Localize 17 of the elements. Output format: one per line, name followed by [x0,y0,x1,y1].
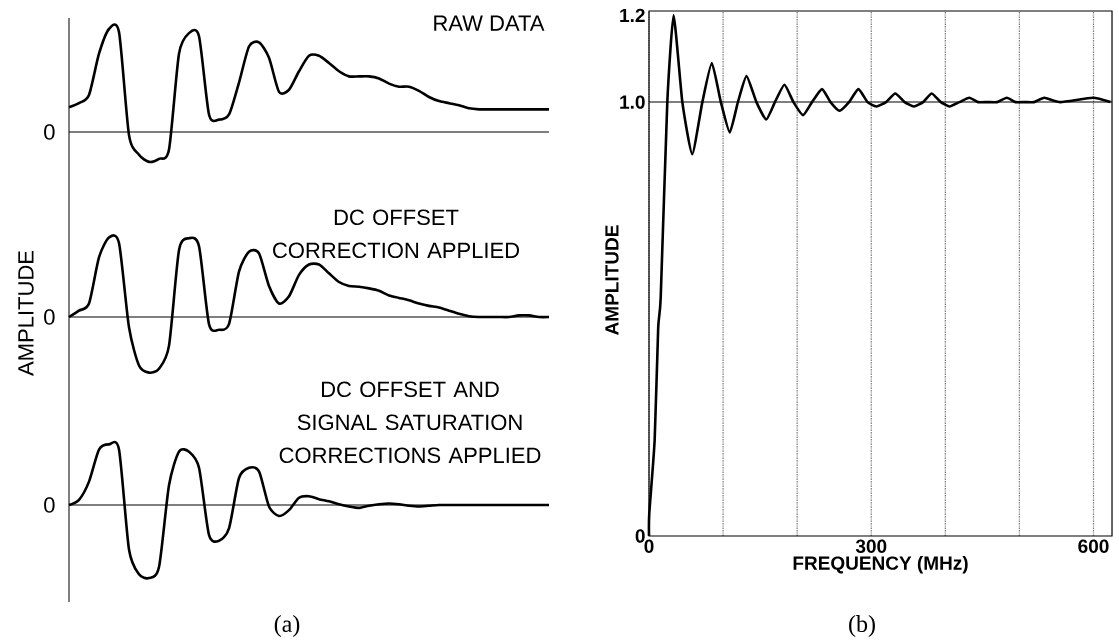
x-tick-label: 300 [855,539,887,554]
y-tick-label: 1.0 [620,95,645,109]
text: 0 [44,309,55,325]
x-tick-label: 0 [644,539,654,553]
y-axis-title: AMPLITUDE [18,250,34,376]
chart-title: DC OFFSET AND SIGNAL SATURATION CORRECTIONS APPLIED [279,381,541,464]
text: 0 [44,497,55,513]
text: (b) [849,615,875,637]
chart-title: RAW DATA [434,15,545,31]
y-axis-title: AMPLITUDE [605,225,619,335]
chart-title: DC OFFSET CORRECTION APPLIED [273,209,520,259]
text: 0 [44,124,55,140]
x-tick-label: 600 [1078,539,1109,553]
y-tick-label: 0 [635,529,645,543]
y-tick-label: 1.2 [620,8,645,22]
text: (a) [274,615,300,637]
x-axis-title: FREQUENCY (MHz) [793,555,968,574]
